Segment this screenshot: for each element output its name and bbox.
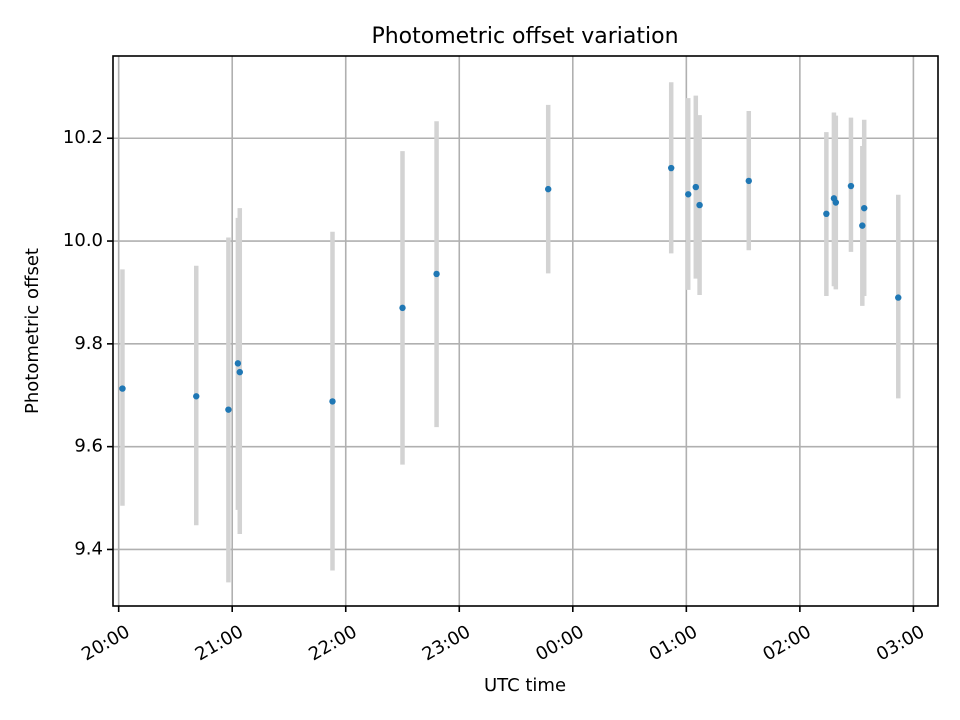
data-point (692, 183, 699, 191)
data-point (329, 398, 336, 405)
y-tick-label: 9.4 (74, 538, 103, 559)
data-point (399, 304, 406, 312)
data-point (545, 185, 552, 193)
y-tick-label: 10.0 (63, 230, 103, 251)
data-point (847, 182, 855, 190)
data-point (823, 210, 830, 218)
data-point (685, 191, 692, 198)
data-point (236, 368, 243, 376)
data-point (234, 360, 242, 367)
point-layer (119, 164, 902, 413)
x-axis-label: UTC time (484, 675, 566, 696)
data-point (745, 177, 752, 185)
y-tick-label: 9.8 (74, 333, 103, 354)
data-point (119, 385, 126, 392)
data-point (832, 199, 840, 206)
y-tick-label: 10.2 (63, 127, 103, 148)
data-point (225, 406, 232, 413)
plot-frame (112, 55, 939, 607)
chart-title: Photometric offset variation (371, 24, 678, 49)
y-axis-label: Photometric offset (22, 248, 43, 414)
data-point (193, 393, 200, 400)
data-point (696, 201, 703, 209)
data-point (667, 164, 675, 172)
y-tick-label: 9.6 (74, 436, 103, 457)
data-point (895, 294, 902, 301)
data-point (859, 222, 866, 229)
data-point (433, 270, 440, 278)
data-point (861, 204, 868, 212)
